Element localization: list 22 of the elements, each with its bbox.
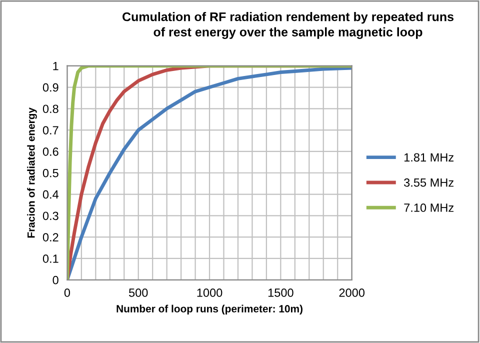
y-axis-title: Fracion of radiated energy (27, 108, 37, 238)
y-tick-label: 0.2 (42, 233, 58, 242)
x-axis-title: Number of loop runs (perimeter: 10m) (116, 304, 302, 314)
legend-label: 1.81 MHz (404, 153, 454, 162)
legend-label: 3.55 MHz (404, 178, 454, 187)
y-tick-label: 0.3 (42, 212, 58, 220)
y-tick-label: 0.9 (42, 83, 58, 92)
x-tick-label: 1500 (268, 288, 294, 297)
x-tick-label: 500 (128, 288, 148, 297)
y-tick-label: 0.5 (42, 168, 58, 178)
x-tick-label: 0 (64, 288, 70, 297)
x-tick-label: 2000 (339, 288, 365, 297)
y-tick-label: 0.6 (42, 148, 58, 156)
y-tick-label: 0.8 (42, 104, 58, 114)
legend-label: 7.10 MHz (404, 204, 454, 212)
y-tick-label: 0.7 (42, 126, 58, 134)
chart-title: Cumulation of RF radiation rendement by repeated runs of rest energy over the sample magnetic loop (122, 12, 454, 39)
y-tick-label: 1 (53, 62, 58, 70)
y-tick-label: 0 (52, 276, 58, 284)
y-tick-label: 0.4 (42, 190, 59, 199)
x-tick-label: 1000 (197, 288, 222, 297)
y-tick-label: 0.1 (42, 254, 58, 263)
